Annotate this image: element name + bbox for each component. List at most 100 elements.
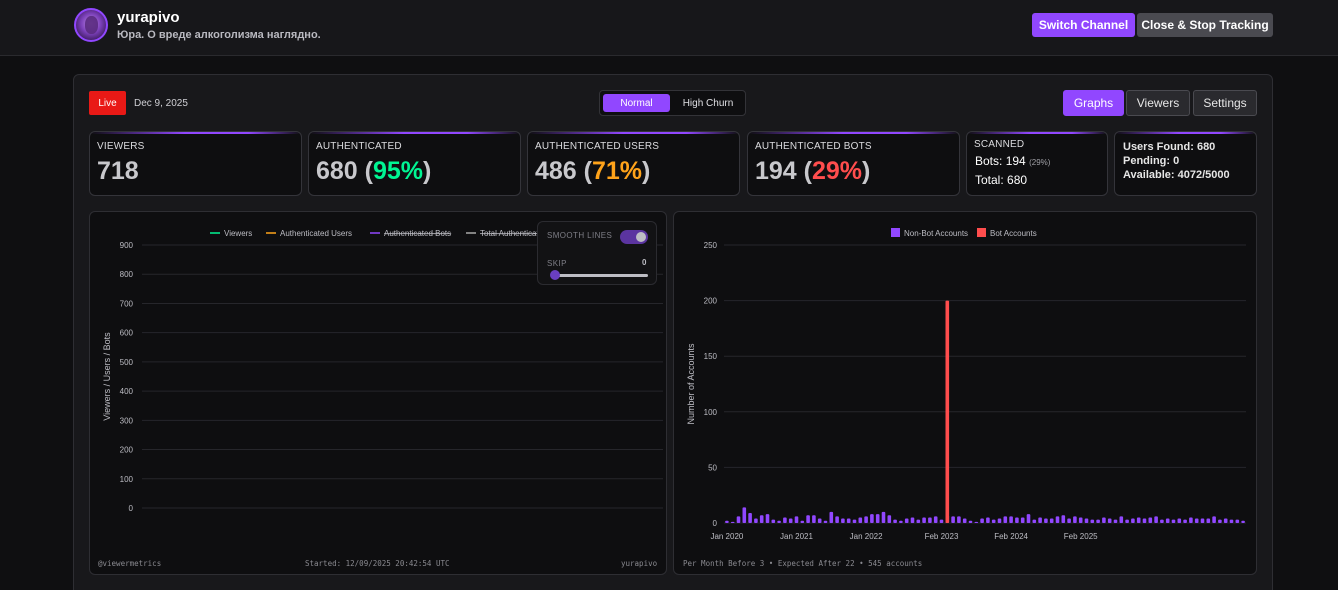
smooth-lines-label: SMOOTH LINES	[547, 231, 613, 240]
x-tick-label: Feb 2023	[925, 532, 959, 541]
legend-swatch	[891, 228, 900, 237]
skip-value: 0	[642, 258, 647, 267]
bar-non-bot	[1102, 517, 1106, 523]
tab-settings[interactable]: Settings	[1193, 90, 1257, 116]
authenticated-bots-value-line: 194 (29%)	[755, 157, 871, 185]
y-tick-label: 150	[704, 352, 718, 361]
mode-high-churn-button[interactable]: High Churn	[682, 97, 734, 109]
bar-non-bot	[817, 518, 822, 523]
bar-non-bot	[899, 520, 903, 523]
bar-non-bot	[1206, 518, 1211, 523]
bar-non-bot	[748, 512, 752, 523]
bar-non-bot	[1113, 519, 1118, 523]
skip-slider-thumb[interactable]	[550, 270, 560, 280]
bar-non-bot	[887, 515, 892, 523]
bar-non-bot	[858, 517, 863, 523]
authenticated-card-label: AUTHENTICATED	[316, 141, 402, 152]
bar-non-bot	[864, 516, 868, 523]
bar-non-bot	[1171, 519, 1176, 523]
x-tick-label: Jan 2022	[850, 532, 883, 541]
bar-non-bot	[933, 516, 938, 523]
tab-viewers[interactable]: Viewers	[1126, 90, 1190, 116]
skip-slider-track[interactable]	[552, 274, 648, 277]
bar-non-bot	[1119, 516, 1124, 523]
tab-graphs[interactable]: Graphs	[1063, 90, 1124, 116]
bar-non-bot	[1223, 518, 1228, 523]
bar-non-bot	[904, 518, 909, 523]
scanned-card-label: SCANNED	[974, 139, 1025, 150]
authenticated-users-count: 486	[535, 157, 577, 185]
bar-non-bot	[1026, 514, 1031, 523]
viewers-chart: 900 800 700 600 500 400 300 200 100 0 Viewers / Us…	[102, 229, 663, 513]
bar-non-bot	[1032, 519, 1037, 523]
bar-non-bot	[765, 514, 770, 523]
bar-non-bot	[1078, 517, 1083, 523]
legend-label: Authenticated Users	[280, 229, 352, 238]
scanned-bots-value: 194	[1005, 154, 1026, 168]
y-tick-label: 50	[708, 463, 717, 472]
chart-footer-started: Started: 12/09/2025 20:42:54 UTC	[305, 559, 450, 568]
smooth-lines-toggle[interactable]	[620, 230, 648, 244]
channel-avatar	[74, 8, 108, 42]
bar-non-bot	[1055, 516, 1060, 523]
x-tick-label: Feb 2024	[994, 532, 1028, 541]
chart-footer-brand: @viewermetrics	[98, 559, 162, 568]
bar-non-bot	[806, 515, 810, 523]
chart-controls: SMOOTH LINES SKIP 0	[537, 221, 657, 285]
skip-label: SKIP	[547, 259, 567, 268]
bar-non-bot	[957, 516, 961, 523]
bar-non-bot	[991, 519, 996, 523]
bar-non-bot	[783, 517, 787, 523]
y-tick-label: 800	[120, 270, 134, 279]
bar-non-bot	[1235, 519, 1240, 523]
scanned-card: SCANNED Bots: 194 (29%) Total: 680	[966, 131, 1108, 196]
bar-non-bot	[725, 520, 729, 523]
scanned-bots-percent: (29%)	[1029, 158, 1051, 167]
scanned-total-value: 680	[1007, 173, 1028, 187]
legend-label: Bot Accounts	[990, 229, 1037, 238]
bar-non-bot	[1061, 515, 1066, 523]
authenticated-users-value-line: 486 (71%)	[535, 157, 651, 185]
bar-non-bot	[916, 519, 921, 523]
bar-non-bot	[875, 514, 880, 523]
bar-non-bot	[1084, 518, 1089, 523]
bar-non-bot	[1020, 517, 1025, 523]
authenticated-users-card: AUTHENTICATED USERS 486 (71%)	[527, 131, 740, 196]
y-tick-label: 500	[120, 358, 134, 367]
viewers-count: 718	[97, 157, 139, 185]
bar-non-bot	[1003, 516, 1008, 523]
y-tick-label: 700	[120, 299, 134, 308]
authenticated-users-card-label: AUTHENTICATED USERS	[535, 141, 660, 152]
bar-non-bot	[1131, 518, 1135, 523]
bar-non-bot	[881, 511, 886, 523]
mode-normal-button[interactable]: Normal	[603, 94, 670, 112]
bar-non-bot	[1218, 519, 1222, 523]
viewers-card-label: VIEWERS	[97, 141, 145, 152]
close-stop-tracking-button[interactable]: Close & Stop Tracking	[1137, 13, 1273, 37]
authenticated-bots-count: 194	[755, 157, 797, 185]
y-tick-label: 250	[704, 241, 718, 250]
bar-non-bot	[759, 515, 764, 523]
viewers-card: VIEWERS 718	[89, 131, 302, 196]
bar-non-bot	[1096, 519, 1100, 523]
y-tick-label: 300	[120, 416, 134, 425]
bar-non-bot	[800, 520, 805, 523]
y-axis-label: Viewers / Users / Bots	[102, 332, 112, 421]
authenticated-count: 680	[316, 157, 358, 185]
chart-footer-channel: yurapivo	[621, 559, 658, 568]
bar-non-bot	[1200, 518, 1205, 523]
bar-non-bot	[1142, 518, 1147, 523]
legend-label: Total Authenticated	[480, 229, 548, 238]
bar-non-bot	[922, 517, 926, 523]
bar-non-bot	[1067, 518, 1071, 523]
available-count: Available: 4072/5000	[1123, 169, 1230, 181]
bar-bot	[945, 300, 950, 523]
x-tick-label: Feb 2025	[1064, 532, 1098, 541]
bar-non-bot	[754, 518, 758, 523]
switch-channel-button[interactable]: Switch Channel	[1032, 13, 1135, 37]
authenticated-value-line: 680 (95%)	[316, 157, 432, 185]
bar-non-bot	[852, 519, 857, 523]
scanned-bots-line: Bots: 194 (29%)	[975, 154, 1051, 168]
bar-non-bot	[1194, 518, 1199, 523]
y-tick-label: 100	[120, 475, 134, 484]
